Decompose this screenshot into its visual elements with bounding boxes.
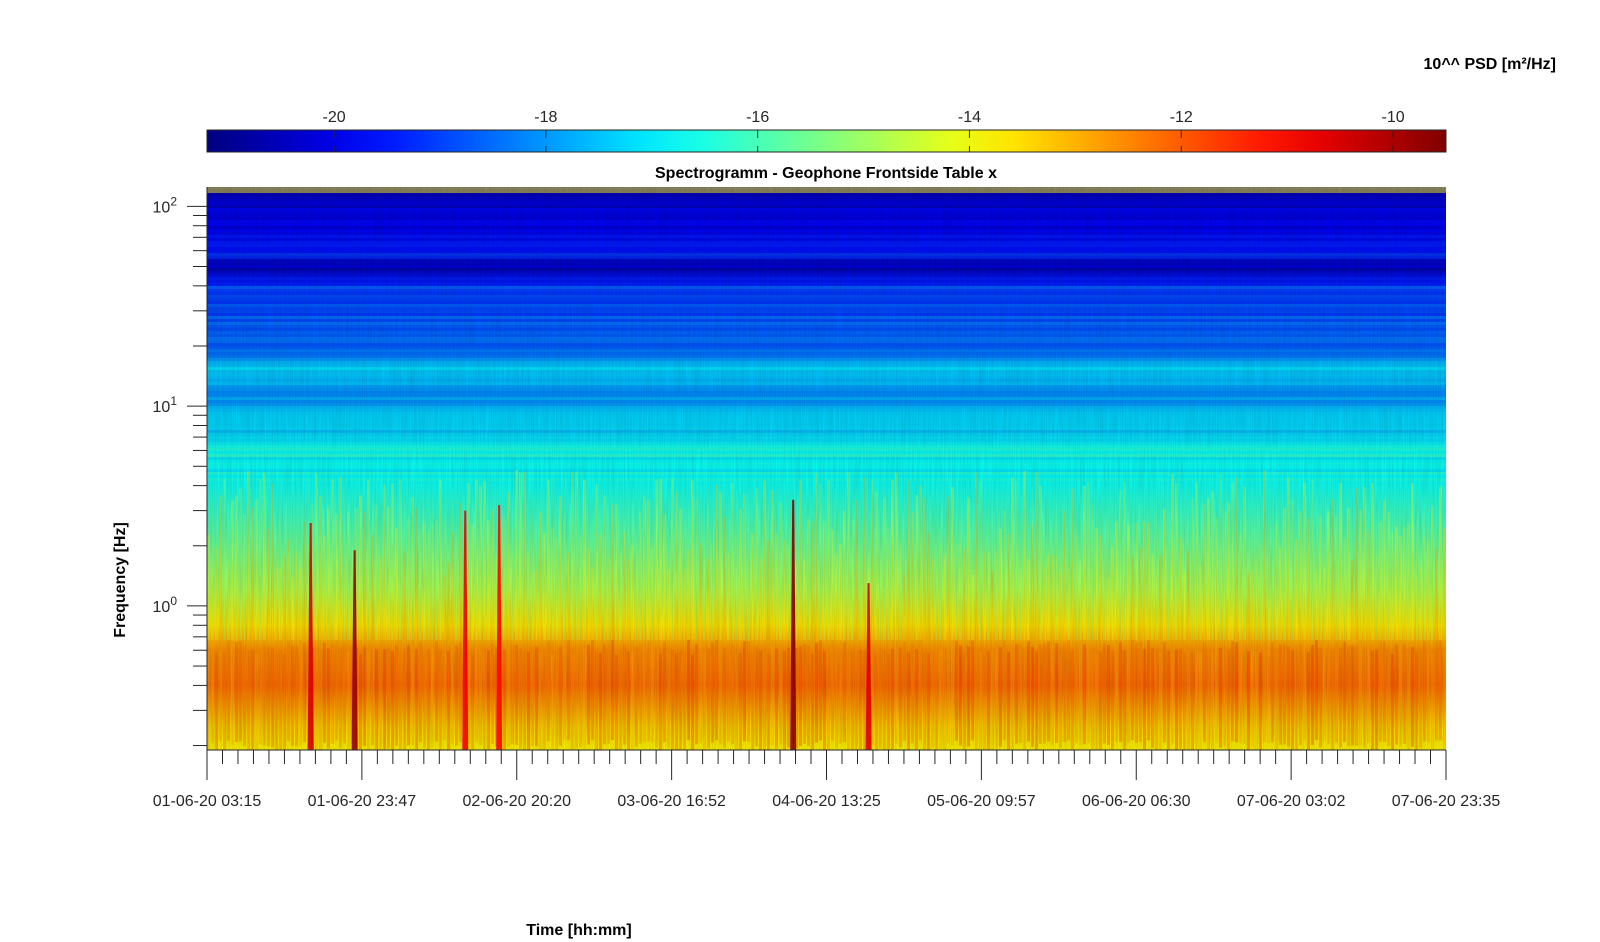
colorbar-tick-label: -20 [323,109,346,126]
colorbar: -20 -18 -16 -14 -12 -10 10^^ PSD [m²/Hz] [206,56,1556,153]
colorbar-ticks: -20 -18 -16 -14 -12 -10 [323,109,1405,152]
colorbar-title: 10^^ PSD [m²/Hz] [1424,56,1556,73]
x-tick-label: 02-06-20 20:20 [462,793,571,810]
transient-event [307,523,314,750]
transient-event [496,504,503,750]
colorbar-tick-label: -12 [1170,109,1193,126]
y-tick-label: 101 [153,394,178,416]
y-tick-label: 102 [153,194,178,216]
y-axis: 102 101 100 [153,187,208,750]
colorbar-scale [206,129,1447,153]
colorbar-tick-label: -14 [958,109,981,126]
transient-event [790,499,797,750]
y-axis-label: Frequency [Hz] [112,522,129,638]
chart-title: Spectrogramm - Geophone Frontside Table … [655,165,997,182]
x-tick-label: 01-06-20 23:47 [308,793,417,810]
transient-event [462,510,469,750]
colorbar-tick-label: -10 [1381,109,1404,126]
y-tick-label: 100 [153,594,178,616]
x-tick-label: 03-06-20 16:52 [617,793,726,810]
x-axis: 01-06-20 03:15 01-06-20 23:47 02-06-20 20:… [153,749,1501,810]
x-tick-label: 01-06-20 03:15 [153,793,262,810]
transient-events [307,499,872,750]
x-tick-label: 07-06-20 03:02 [1237,793,1346,810]
colorbar-tick-label: -18 [534,109,557,126]
colorbar-tick-label: -16 [746,109,769,126]
x-tick-label: 05-06-20 09:57 [927,793,1036,810]
x-tick-label: 07-06-20 23:35 [1392,793,1501,810]
transient-event [865,583,872,750]
spectrogram-texture [207,187,1446,750]
x-tick-label: 06-06-20 06:30 [1082,793,1191,810]
transient-event [351,550,358,750]
x-axis-label: Time [hh:mm] [526,922,631,939]
x-tick-label: 04-06-20 13:25 [772,793,881,810]
plot-area [207,187,1446,750]
